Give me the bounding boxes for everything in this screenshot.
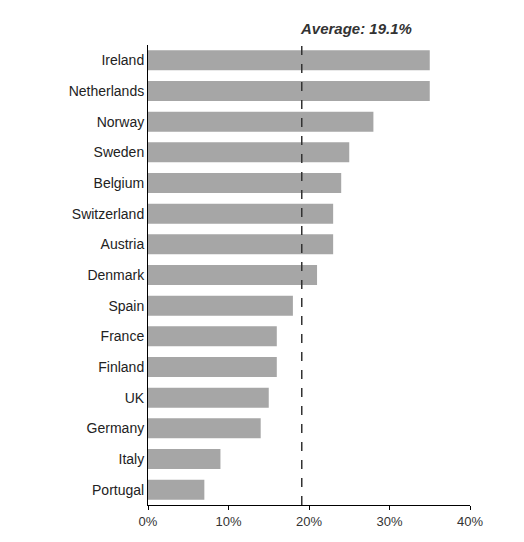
svg-text:40%: 40% — [457, 514, 483, 529]
svg-text:Portugal: Portugal — [92, 482, 144, 498]
svg-text:Belgium: Belgium — [94, 175, 145, 191]
svg-text:Average: 19.1%: Average: 19.1% — [300, 20, 412, 37]
svg-text:Germany: Germany — [87, 420, 145, 436]
svg-text:Austria: Austria — [101, 236, 145, 252]
svg-text:Italy: Italy — [119, 451, 145, 467]
svg-text:Netherlands: Netherlands — [69, 83, 145, 99]
svg-text:Finland: Finland — [98, 359, 144, 375]
svg-text:Ireland: Ireland — [101, 52, 144, 68]
svg-text:Denmark: Denmark — [87, 267, 145, 283]
svg-text:Spain: Spain — [108, 298, 144, 314]
svg-text:20%: 20% — [296, 514, 322, 529]
svg-text:Norway: Norway — [97, 114, 144, 130]
svg-text:France: France — [101, 328, 145, 344]
svg-text:Sweden: Sweden — [94, 144, 145, 160]
svg-text:UK: UK — [125, 390, 145, 406]
svg-text:10%: 10% — [215, 514, 241, 529]
svg-text:0%: 0% — [139, 514, 158, 529]
svg-text:Switzerland: Switzerland — [72, 206, 144, 222]
svg-text:30%: 30% — [376, 514, 402, 529]
